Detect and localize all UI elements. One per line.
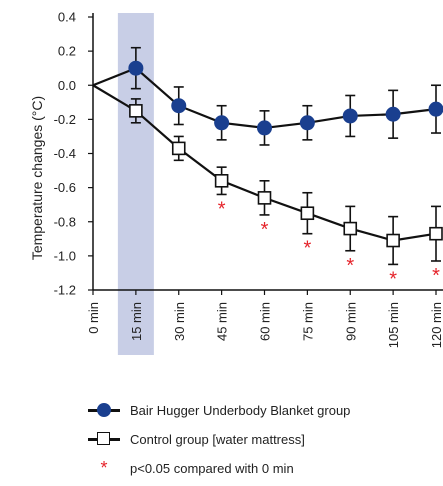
data-point <box>129 104 143 118</box>
data-point <box>342 108 358 124</box>
y-tick-label: 0.2 <box>58 44 76 59</box>
axes <box>92 13 443 291</box>
legend-label-significance: p<0.05 compared with 0 min <box>130 460 294 476</box>
legend-label-series-2: Control group [water mattress] <box>130 431 305 447</box>
data-point <box>300 206 315 221</box>
x-tick-label: 105 min <box>386 302 401 348</box>
y-tick-label: 0.4 <box>58 10 76 25</box>
significance-star: * <box>261 219 269 241</box>
y-tick-label: -0.2 <box>54 112 76 127</box>
data-point <box>128 60 144 76</box>
series-2 <box>92 84 443 266</box>
series <box>92 46 443 266</box>
x-tick-label: 45 min <box>215 302 230 341</box>
y-ticks: 0.4 0.2 0.0 -0.2 -0.4 -0.6 -0.8 -1.0 -1.2 <box>54 10 93 298</box>
data-point <box>299 115 315 131</box>
data-point <box>214 174 229 188</box>
significance-star: * <box>303 238 311 260</box>
y-tick-label: -1.0 <box>54 248 76 263</box>
data-point <box>257 191 272 205</box>
data-point <box>343 221 358 236</box>
y-axis-label: Temperature changes (°C) <box>29 96 45 260</box>
significance-star: * <box>389 268 397 290</box>
x-tick-label: 30 min <box>172 302 187 341</box>
series-1 <box>92 46 443 146</box>
data-point <box>171 141 186 156</box>
x-tick-label: 75 min <box>300 302 315 341</box>
y-tick-label: 0.0 <box>58 78 76 93</box>
data-point <box>257 120 272 136</box>
y-tick-label: -0.4 <box>54 146 76 161</box>
legend-item-series-1: Bair Hugger Underbody Blanket group <box>88 402 350 418</box>
star-icon: * <box>100 458 108 478</box>
x-tick-label: 60 min <box>258 302 273 341</box>
data-point <box>385 106 401 122</box>
data-point <box>171 98 187 114</box>
y-tick-label: -0.6 <box>54 180 76 195</box>
x-ticks: 0 min 15 min 30 min 45 min 60 min 75 min 90 mi… <box>86 290 443 348</box>
data-point <box>428 101 443 117</box>
y-tick-label: -1.2 <box>54 283 76 298</box>
legend-swatch-square <box>88 431 120 447</box>
x-tick-label: 15 min <box>129 302 144 341</box>
legend-item-significance: * p<0.05 compared with 0 min <box>88 458 294 478</box>
significance-star: * <box>432 265 440 287</box>
significance-markers: * * * * * * <box>218 198 440 290</box>
data-point <box>386 233 400 248</box>
data-point <box>429 226 443 241</box>
x-tick-label: 120 min <box>429 302 443 348</box>
significance-star: * <box>346 255 354 277</box>
legend-swatch-circle <box>88 402 120 418</box>
data-point <box>214 115 230 131</box>
y-tick-label: -0.8 <box>54 214 76 229</box>
legend-item-series-2: Control group [water mattress] <box>88 431 305 447</box>
x-tick-label: 90 min <box>343 302 358 341</box>
x-tick-label: 0 min <box>86 302 101 334</box>
legend-label-series-1: Bair Hugger Underbody Blanket group <box>130 402 351 418</box>
significance-star: * <box>218 198 226 220</box>
